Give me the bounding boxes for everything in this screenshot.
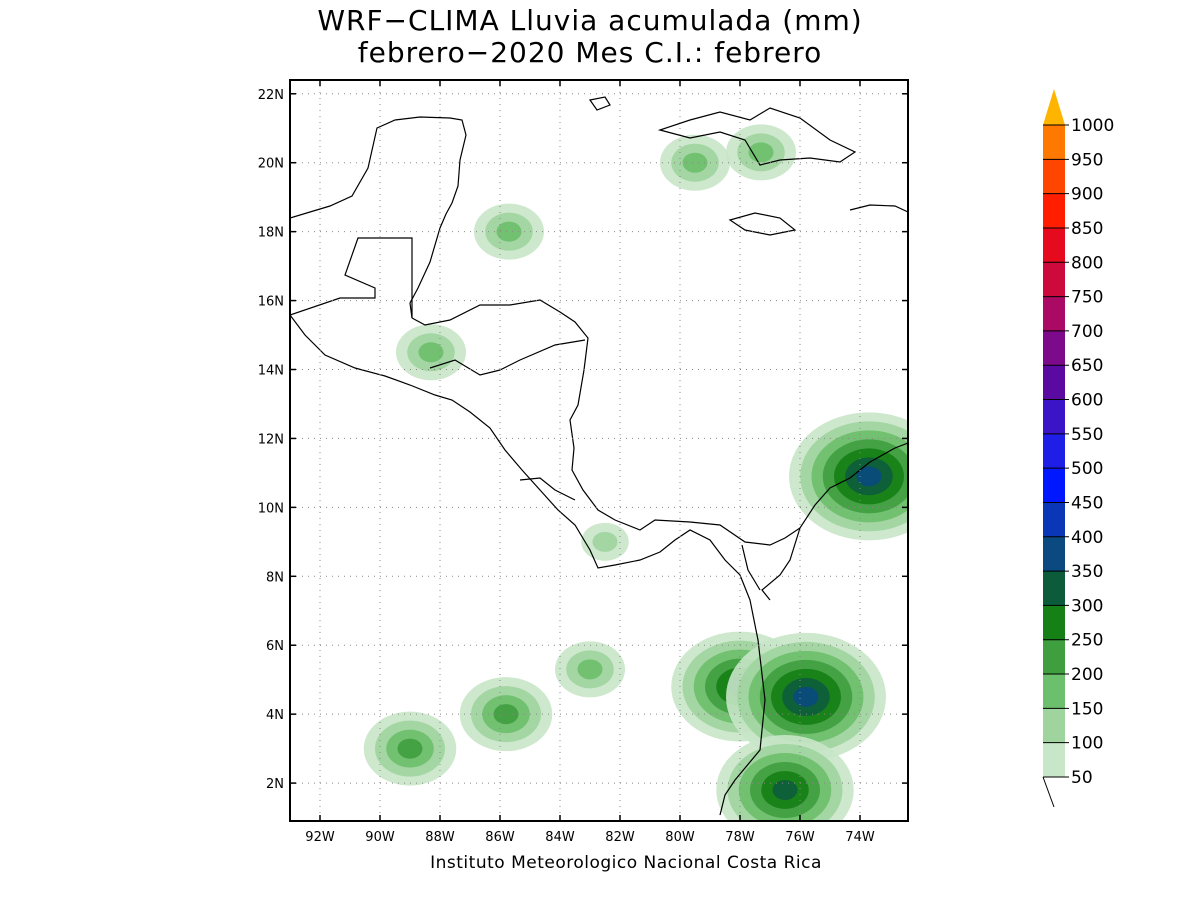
lat-tick-label: 10N (258, 501, 284, 516)
colorbar-label: 700 (1071, 322, 1103, 342)
colorbar-label: 250 (1071, 631, 1103, 651)
colorbar-label: 450 (1071, 493, 1103, 513)
lon-tick-label: 80W (665, 830, 695, 845)
lon-tick-label: 90W (365, 830, 395, 845)
island-isle-of-youth (588, 96, 611, 111)
lat-tick-label: 6N (266, 639, 284, 654)
lon-tick-label: 76W (785, 830, 815, 845)
rainfall-shading (363, 124, 908, 821)
rain-contour (793, 686, 819, 707)
rain-contour (496, 221, 522, 242)
title-line-1: WRF−CLIMA Lluvia acumulada (mm) (317, 4, 863, 37)
colorbar-segment (1043, 571, 1065, 606)
lat-tick-label: 2N (266, 777, 284, 792)
lon-tick-label: 78W (725, 830, 755, 845)
lon-tick-label: 84W (545, 830, 575, 845)
colorbar-segment (1043, 536, 1065, 572)
lon-tick-label: 88W (425, 830, 455, 845)
rain-contour (592, 531, 618, 552)
colorbar-top-arrow (1043, 89, 1065, 125)
coastline-mexico-yucatan (290, 116, 467, 319)
colorbar-label: 550 (1071, 425, 1103, 445)
colorbar-label: 750 (1071, 288, 1103, 308)
colorbar-bottom-arrow (1042, 776, 1055, 808)
colorbar-segment (1043, 502, 1065, 537)
rain-contour (856, 466, 882, 487)
colorbar-segment (1043, 125, 1065, 160)
coastline-pacific (290, 314, 766, 816)
colorbar-label: 100 (1071, 734, 1103, 754)
colorbar-segment (1043, 262, 1065, 297)
lat-tick-label: 4N (266, 708, 284, 723)
rain-contour (577, 659, 603, 680)
colorbar-segment (1043, 227, 1065, 263)
rain-contour (397, 738, 423, 759)
rain-contour (772, 779, 798, 800)
colorbar-label: 600 (1071, 391, 1103, 411)
colorbar-label: 1000 (1071, 116, 1114, 136)
colorbar-segment (1043, 639, 1065, 675)
colorbar-label: 500 (1071, 459, 1103, 479)
colorbar-label: 150 (1071, 699, 1103, 719)
rain-contour (418, 342, 444, 363)
colorbar-segment (1043, 433, 1065, 469)
lat-tick-label: 18N (258, 226, 284, 241)
border-guatemala (290, 237, 413, 318)
map-axes: 22N 20N 18N 16N 14N 12N 10N 8N 6N 4N 2N 92W 90W 88W 86… (258, 80, 908, 845)
colorbar-segment (1043, 742, 1065, 777)
lon-tick-label: 74W (845, 830, 875, 845)
island-cuba (657, 107, 857, 166)
colorbar-segment (1043, 330, 1065, 366)
colorbar-label: 850 (1071, 219, 1103, 239)
lat-tick-label: 20N (258, 157, 284, 172)
map-frame (289, 79, 909, 822)
lat-tick-label: 8N (266, 570, 284, 585)
colorbar-segment (1043, 708, 1065, 743)
colorbar-segment (1043, 365, 1065, 400)
colorbar-label: 400 (1071, 528, 1103, 548)
lat-tick-label: 14N (258, 364, 284, 379)
lat-lon-grid (290, 80, 908, 821)
colorbar-label: 200 (1071, 665, 1103, 685)
colorbar-label: 350 (1071, 562, 1103, 582)
colorbar-segment (1043, 605, 1065, 640)
island-jamaica (728, 212, 797, 236)
lat-tick-label: 22N (258, 88, 284, 103)
lat-tick-label: 12N (258, 432, 284, 447)
colorbar-segment (1043, 193, 1065, 228)
border-costa-rica (519, 477, 576, 501)
colorbar-segment (1043, 468, 1065, 503)
colorbar-segment (1043, 399, 1065, 434)
rain-contour (682, 152, 708, 173)
lat-tick-label: 16N (258, 295, 284, 310)
lon-tick-label: 82W (605, 830, 635, 845)
coastline-south-america-caribbean (761, 527, 801, 601)
institution-credit: Instituto Meteorologico Nacional Costa R… (430, 853, 822, 873)
colorbar-label: 950 (1071, 150, 1103, 170)
title-line-2: febrero−2020 Mes C.I.: febrero (357, 36, 823, 69)
colorbar-segment (1043, 296, 1065, 331)
colorbar-segment (1043, 674, 1065, 709)
coastline-central-america-caribbean (411, 299, 908, 546)
border-panama-colombia (741, 544, 761, 591)
colorbar-label: 800 (1071, 253, 1103, 273)
lon-tick-label: 92W (305, 830, 335, 845)
lon-tick-label: 86W (485, 830, 515, 845)
colorbar-label: 300 (1071, 596, 1103, 616)
colorbar-label: 900 (1071, 185, 1103, 205)
colorbar-label: 50 (1071, 768, 1093, 788)
colorbar-label: 650 (1071, 356, 1103, 376)
colorbar: 50 100 150 200 250 300 350 400 450 500 550 600 650 70… (1042, 89, 1114, 808)
colorbar-segment (1043, 159, 1065, 194)
island-hispaniola (849, 204, 908, 213)
